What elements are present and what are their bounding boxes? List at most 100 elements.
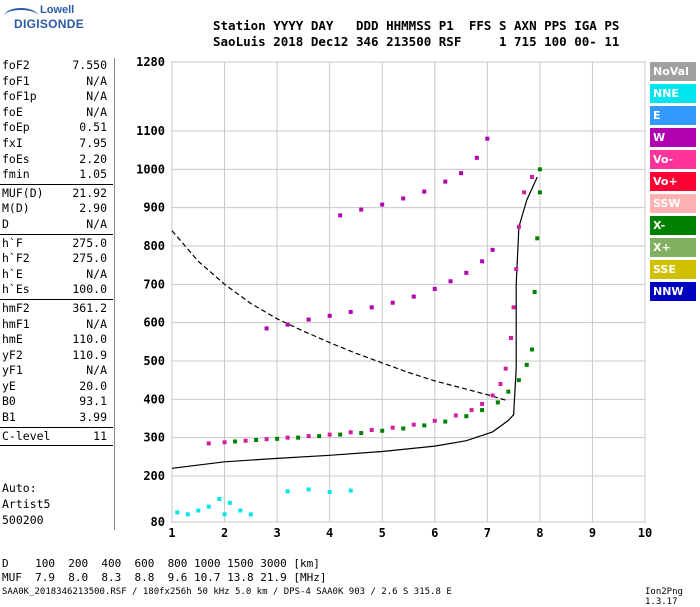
legend-item-e: E [650, 106, 696, 125]
echo-point [233, 439, 238, 444]
param-label: M(D) [2, 201, 30, 216]
scaled-parameters: foF2 7.550 foF1 N/A foF1p N/A foE N/A foEp 0.51 fx… [0, 58, 113, 447]
param-separator [0, 298, 113, 300]
param-label: h`Es [2, 282, 30, 297]
param-row: hmF1 N/A [0, 317, 113, 333]
x-tick-label: 3 [273, 526, 280, 540]
echo-point [474, 155, 479, 160]
param-row: fmin 1.05 [0, 167, 113, 183]
y-tick-labels: 80 200 300 400 500 600 700 800 900 1000 1100 1280 [136, 55, 165, 529]
x-tick-label: 8 [536, 526, 543, 540]
param-value: 3.99 [79, 410, 107, 425]
legend-item-sse: SSE [650, 260, 696, 279]
param-value: N/A [86, 216, 107, 231]
echo-point [490, 247, 495, 252]
echo-point [285, 322, 290, 327]
autoscaling-info: Auto: Artist5 500200 [2, 480, 50, 528]
echo-point [524, 362, 529, 367]
param-separator [0, 445, 113, 447]
param-label: foF2 [2, 58, 30, 72]
echo-point [369, 305, 374, 310]
param-divider [114, 58, 115, 530]
legend-item-vo: Vo- [650, 150, 696, 169]
param-value: 7.550 [72, 58, 107, 72]
param-value: 361.2 [72, 300, 107, 315]
echo-point [390, 300, 395, 305]
echo-point [243, 438, 248, 443]
file-info: SAA0K_2018346213500.RSF / 180fx256h 50 k… [2, 587, 452, 597]
param-label: h`F2 [2, 251, 30, 266]
y-tick-label: 600 [143, 316, 165, 330]
y-tick-label: 1000 [136, 162, 165, 176]
muf-table: D 100 200 400 600 800 1000 1500 3000 [km… [2, 557, 327, 585]
param-label: B1 [2, 410, 16, 425]
param-value: 275.0 [72, 235, 107, 250]
echo-point [327, 313, 332, 318]
polarization-legend: NoVal NNE E W Vo- Vo+ SSW X- X+ SSE NNW [650, 62, 696, 304]
echo-point [359, 431, 364, 436]
echo-point [422, 189, 427, 194]
echo-point [453, 413, 458, 418]
x-tick-label: 10 [638, 526, 652, 540]
header-line1: Station YYYY DAY DDD HHMMSS P1 FFS S AXN… [213, 18, 620, 33]
param-value: N/A [86, 266, 107, 281]
echo-point [411, 422, 416, 427]
echo-point [380, 428, 385, 433]
param-row: foF1 N/A [0, 74, 113, 90]
echo-point [498, 382, 503, 386]
param-row: h`Es 100.0 [0, 282, 113, 298]
echo-point [422, 423, 427, 428]
param-row: foEp 0.51 [0, 120, 113, 136]
echo-point [411, 294, 416, 299]
echo-point [530, 347, 535, 352]
param-row: foE N/A [0, 105, 113, 121]
param-value: 0.51 [79, 120, 107, 135]
echo-point [338, 432, 343, 437]
param-value: 100.0 [72, 282, 107, 297]
echo-point [514, 267, 519, 271]
echo-point [480, 401, 485, 406]
legend-item-nnw: NNW [650, 282, 696, 301]
echo-point [196, 508, 201, 513]
param-value: N/A [86, 316, 107, 331]
echo-point [506, 389, 511, 394]
param-value: 110.9 [72, 347, 107, 362]
param-label: B0 [2, 394, 16, 409]
param-row: fxI 7.95 [0, 136, 113, 152]
echo-point [469, 408, 474, 413]
param-value: N/A [86, 73, 107, 88]
echo-point [516, 378, 521, 383]
param-label: h`F [2, 235, 23, 250]
param-separator [0, 233, 113, 235]
echo-point [348, 430, 353, 435]
y-tick-label: 1100 [136, 124, 165, 138]
echo-point [338, 213, 343, 218]
param-label: C-level [2, 428, 51, 443]
echo-point [443, 419, 448, 424]
param-label: foE [2, 104, 23, 119]
echo-point [185, 512, 190, 517]
param-row: C-level 11 [0, 429, 113, 445]
y-tick-label: 800 [143, 239, 165, 253]
echo-point [248, 512, 253, 517]
y-tick-label: 900 [143, 201, 165, 215]
muf-value-row: MUF 7.9 8.0 8.3 8.8 9.6 10.7 13.8 21.9 [… [2, 571, 327, 584]
param-label: yE [2, 378, 16, 393]
echo-point [317, 434, 322, 439]
echo-point [306, 317, 311, 322]
param-row: yF2 110.9 [0, 348, 113, 364]
echo-point [485, 136, 490, 141]
echo-point [511, 305, 516, 310]
y-tick-label: 80 [151, 515, 165, 529]
y-tick-label: 200 [143, 469, 165, 483]
param-value: 93.1 [79, 394, 107, 409]
legend-item-w: W [650, 128, 696, 147]
param-row: yF1 N/A [0, 363, 113, 379]
logo-line2: DIGISONDE [14, 17, 85, 31]
param-value: 20.0 [79, 378, 107, 393]
param-row: D N/A [0, 217, 113, 233]
param-label: foF1p [2, 89, 37, 104]
legend-item-x: X- [650, 216, 696, 235]
echo-point [296, 435, 301, 440]
auto-label: Auto: [2, 481, 37, 495]
